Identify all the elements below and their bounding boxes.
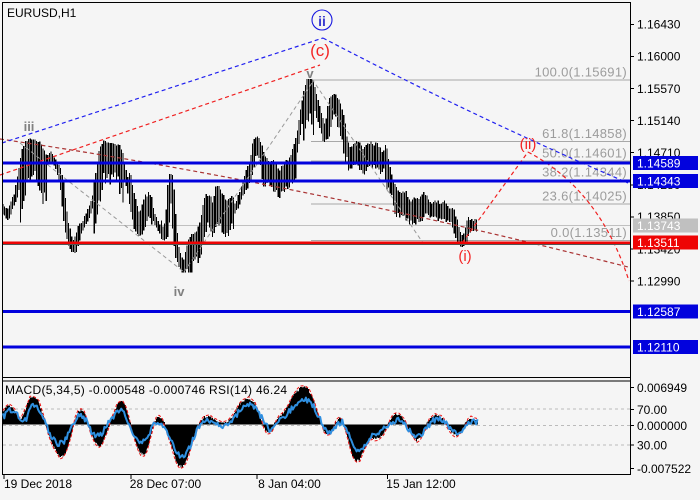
svg-text:0.006949: 0.006949 xyxy=(637,381,687,395)
svg-text:50.0(1.14601): 50.0(1.14601) xyxy=(542,146,627,161)
svg-text:23.6(1.14025): 23.6(1.14025) xyxy=(542,189,627,204)
svg-text:1.12587: 1.12587 xyxy=(637,305,681,319)
svg-text:ii: ii xyxy=(318,13,326,29)
svg-text:1.16430: 1.16430 xyxy=(637,18,681,32)
svg-text:1.15570: 1.15570 xyxy=(637,82,681,96)
svg-text:61.8(1.14858): 61.8(1.14858) xyxy=(542,126,627,141)
svg-text:(i): (i) xyxy=(458,248,471,265)
svg-text:1.13511: 1.13511 xyxy=(637,236,680,250)
svg-text:19 Dec 2018: 19 Dec 2018 xyxy=(4,477,72,491)
svg-text:1.16000: 1.16000 xyxy=(637,50,681,64)
svg-text:30.00: 30.00 xyxy=(637,438,667,452)
svg-text:v: v xyxy=(306,66,314,81)
svg-text:70.00: 70.00 xyxy=(637,403,667,417)
svg-text:1.14343: 1.14343 xyxy=(637,174,681,188)
svg-text:15 Jan 12:00: 15 Jan 12:00 xyxy=(386,477,456,491)
svg-text:8 Jan 04:00: 8 Jan 04:00 xyxy=(258,477,321,491)
svg-text:1.12990: 1.12990 xyxy=(637,274,681,288)
svg-text:iv: iv xyxy=(174,284,186,299)
svg-text:1.15140: 1.15140 xyxy=(637,114,681,128)
svg-text:1.14589: 1.14589 xyxy=(637,156,681,170)
svg-text:MACD(5,34,5) -0.000548 -0.0007: MACD(5,34,5) -0.000548 -0.000746 RSI(14)… xyxy=(5,383,287,397)
svg-text:EURUSD,H1: EURUSD,H1 xyxy=(7,6,77,20)
svg-text:iii: iii xyxy=(24,119,35,134)
svg-text:(ii): (ii) xyxy=(520,136,537,153)
svg-text:0.0(1.13511): 0.0(1.13511) xyxy=(551,225,627,240)
svg-text:-0.007522: -0.007522 xyxy=(637,462,691,476)
svg-text:(c): (c) xyxy=(310,41,330,60)
svg-text:28 Dec 07:00: 28 Dec 07:00 xyxy=(130,477,202,491)
svg-text:1.13743: 1.13743 xyxy=(637,219,681,233)
svg-text:0.000000: 0.000000 xyxy=(637,419,687,433)
svg-text:100.0(1.15691): 100.0(1.15691) xyxy=(535,65,627,80)
svg-text:1.12110: 1.12110 xyxy=(637,340,680,354)
